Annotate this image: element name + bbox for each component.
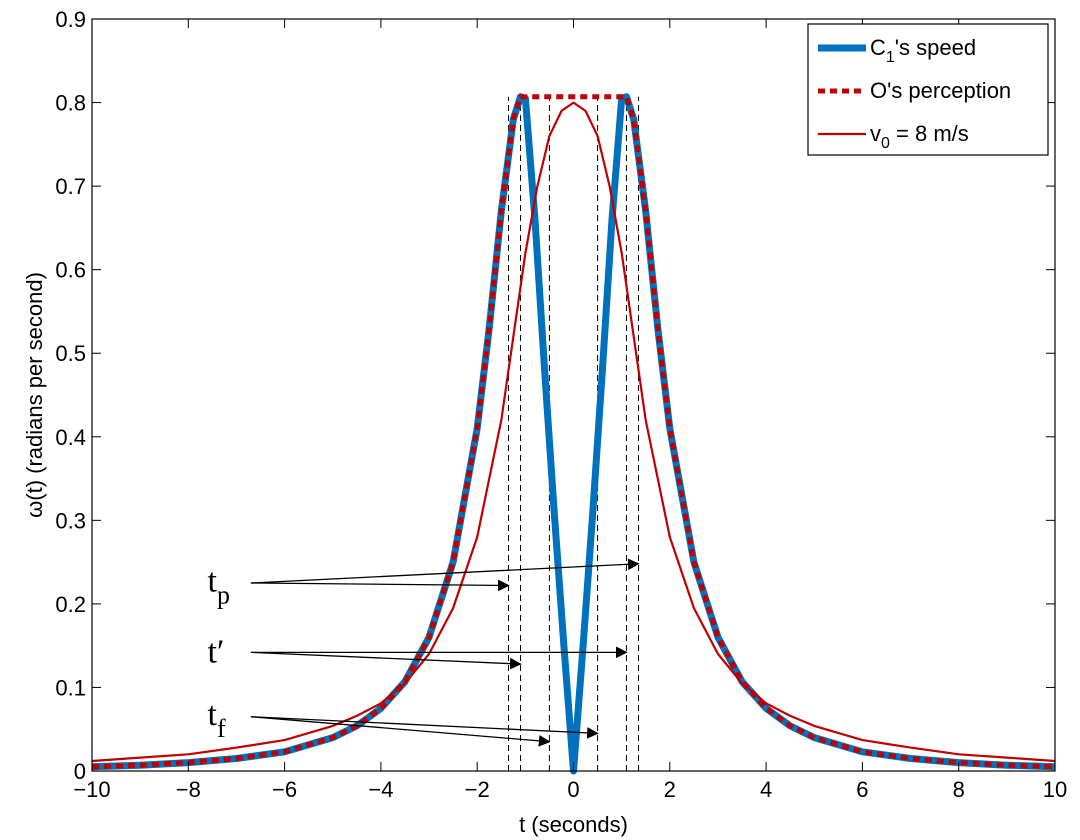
y-tick-label-6: 0.6 — [55, 258, 86, 283]
x-tick-label-6: 2 — [664, 777, 676, 802]
y-tick-label-3: 0.3 — [55, 508, 86, 533]
y-tick-label-2: 0.2 — [55, 592, 86, 617]
legend-label-2: v0 = 8 m/s — [870, 121, 969, 152]
legend-label-sub-0: 1 — [886, 49, 895, 66]
annotation-arrow-0-0 — [250, 579, 510, 592]
x-axis-label: t (seconds) — [519, 812, 628, 837]
series-line-2 — [91, 101, 1056, 763]
annotation-sub-2: f — [217, 714, 226, 743]
legend-label-1: O's perception — [870, 78, 1011, 103]
legend-label-main-2: v — [870, 121, 881, 146]
legend-label-rest-0: 's speed — [895, 35, 976, 60]
y-tick-label-4: 0.4 — [55, 425, 86, 450]
x-tick-label-8: 6 — [856, 777, 868, 802]
y-tick-label-9: 0.9 — [55, 7, 86, 32]
annotation-main-2: t — [208, 696, 218, 733]
annotation-arrow-1-0 — [250, 651, 522, 670]
axes: −10 −8 −6 −4 −2 0 2 4 6 8 1000.10.20.30.40.50.60.7… — [22, 7, 1067, 837]
y-tick-label-7: 0.7 — [55, 174, 86, 199]
annotation-main-0: t — [208, 562, 218, 599]
series-line-1 — [91, 94, 1056, 770]
y-tick-label-8: 0.8 — [55, 91, 86, 116]
y-tick-label-5: 0.5 — [55, 341, 86, 366]
y-tick-label-0: 0 — [74, 759, 86, 784]
legend-label-main-0: C — [870, 35, 886, 60]
annotation-arrow-2-0 — [250, 716, 551, 747]
x-tick-label-3: −4 — [368, 777, 393, 802]
x-tick-label-7: 4 — [760, 777, 772, 802]
annotation-sub-0: p — [217, 580, 230, 609]
x-tick-label-0: −10 — [73, 777, 110, 802]
x-tick-label-4: −2 — [465, 777, 490, 802]
annotations: tpt′tf — [208, 558, 640, 747]
annotation-label-2: tf — [208, 696, 226, 743]
annotation-arrow-0-1 — [250, 558, 640, 584]
legend-label-0: C1's speed — [870, 35, 976, 66]
x-tick-label-2: −6 — [272, 777, 297, 802]
y-axis-label: ω(t) (radians per second) — [22, 272, 47, 518]
annotation-main-1: t′ — [208, 633, 225, 670]
x-tick-label-9: 8 — [953, 777, 965, 802]
x-tick-label-10: 10 — [1043, 777, 1067, 802]
legend: C1's speed O's perception v0 = 8 m/s — [807, 23, 1049, 156]
annotation-label-0: tp — [208, 562, 230, 609]
annotation-label-1: t′ — [208, 633, 225, 670]
x-tick-label-5: 0 — [567, 777, 579, 802]
annotation-arrow-2-1 — [250, 716, 599, 739]
y-tick-label-1: 0.1 — [55, 675, 86, 700]
legend-label-rest-2: = 8 m/s — [890, 121, 969, 146]
x-tick-label-1: −8 — [176, 777, 201, 802]
legend-label-sub-2: 0 — [881, 135, 890, 152]
legend-label-main-1: O's perception — [870, 78, 1011, 103]
